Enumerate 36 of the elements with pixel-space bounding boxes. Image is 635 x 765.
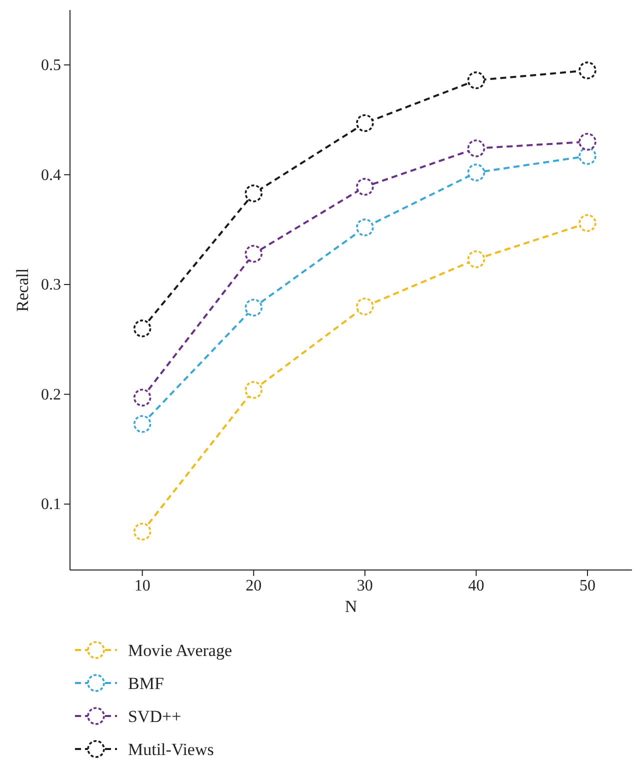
point: [356, 114, 374, 132]
legend-label: BMF: [128, 674, 164, 693]
point: [467, 164, 486, 182]
point: [578, 214, 596, 232]
point: [244, 244, 263, 263]
x-axis-title: N: [344, 597, 358, 616]
point: [244, 381, 263, 399]
legend-label: Mutil-Views: [128, 740, 214, 759]
y-tick-label: 0.1: [41, 496, 61, 514]
point: [356, 178, 374, 196]
legend-label: SVD++: [128, 707, 182, 726]
y-tick-label: 0.4: [41, 166, 61, 184]
point: [133, 522, 152, 540]
point: [578, 62, 596, 80]
point: [356, 218, 374, 236]
y-tick-label: 0.3: [41, 276, 61, 294]
point: [467, 250, 486, 268]
y-tick-label: 0.5: [41, 57, 61, 74]
point: [467, 139, 486, 158]
x-tick-label: 30: [356, 577, 373, 594]
point: [356, 298, 374, 316]
x-tick-label: 10: [134, 577, 150, 594]
point: [133, 320, 152, 338]
y-axis-title: Recall: [13, 268, 32, 312]
point: [133, 415, 152, 433]
point: [133, 388, 152, 406]
point: [467, 71, 486, 90]
legend-label: Movie Average: [128, 641, 232, 660]
point: [244, 298, 263, 316]
x-tick-label: 50: [579, 577, 596, 594]
y-tick-label: 0.2: [41, 386, 61, 404]
x-tick-label: 20: [246, 577, 262, 594]
point: [578, 147, 596, 165]
point: [578, 132, 596, 151]
x-tick-label: 40: [468, 577, 484, 594]
point: [244, 184, 263, 202]
